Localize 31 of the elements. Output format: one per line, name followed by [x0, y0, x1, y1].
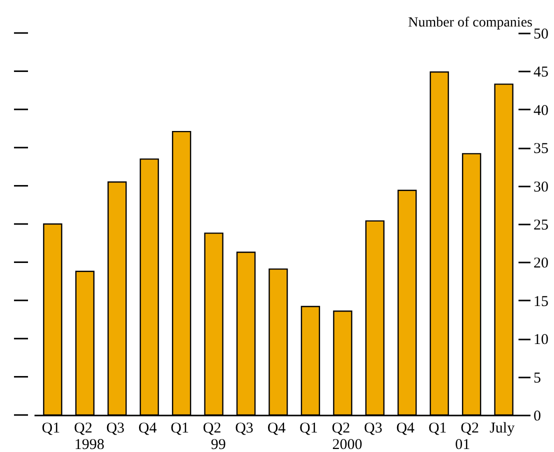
y-tick-label: 30: [534, 179, 548, 196]
y-tick-label: 20: [534, 256, 548, 272]
x-tick-label: Q1: [428, 420, 447, 436]
x-tick-label: Q3: [364, 420, 382, 436]
x-tick-label: Q2: [332, 420, 350, 436]
x-tick-label: Q4: [138, 420, 158, 436]
y-tick-label: 5: [534, 370, 541, 386]
text: 2000: [332, 437, 362, 452]
x-tick-label: Q1: [42, 420, 60, 436]
x-tick-label: Q3: [106, 420, 125, 436]
text: 01: [455, 437, 470, 452]
x-tick-label: Q2: [202, 420, 222, 436]
y-tick-label: 35: [534, 141, 548, 158]
y-tick-label: 10: [534, 332, 548, 348]
text: 1998: [74, 437, 104, 452]
y-tick-label: 0: [534, 408, 541, 424]
x-tick-label: Q4: [396, 420, 416, 436]
y-tick-label: 45: [534, 64, 548, 81]
x-tick-label: Q1: [170, 420, 189, 436]
x-tick-label: Q3: [235, 420, 254, 436]
y-tick-label: 40: [534, 102, 548, 119]
y-axis-title: Number of companies: [408, 16, 532, 30]
x-tick-label: July: [490, 420, 516, 436]
text: 99: [210, 437, 226, 452]
y-tick-label: 50: [534, 26, 548, 42]
x-tick-label: Q1: [300, 420, 318, 436]
y-tick-label: 15: [534, 294, 548, 310]
x-tick-label: Q2: [460, 420, 480, 436]
x-tick-label: Q4: [267, 420, 286, 436]
x-tick-label: Q2: [74, 420, 92, 436]
y-tick-label: 25: [534, 218, 548, 234]
